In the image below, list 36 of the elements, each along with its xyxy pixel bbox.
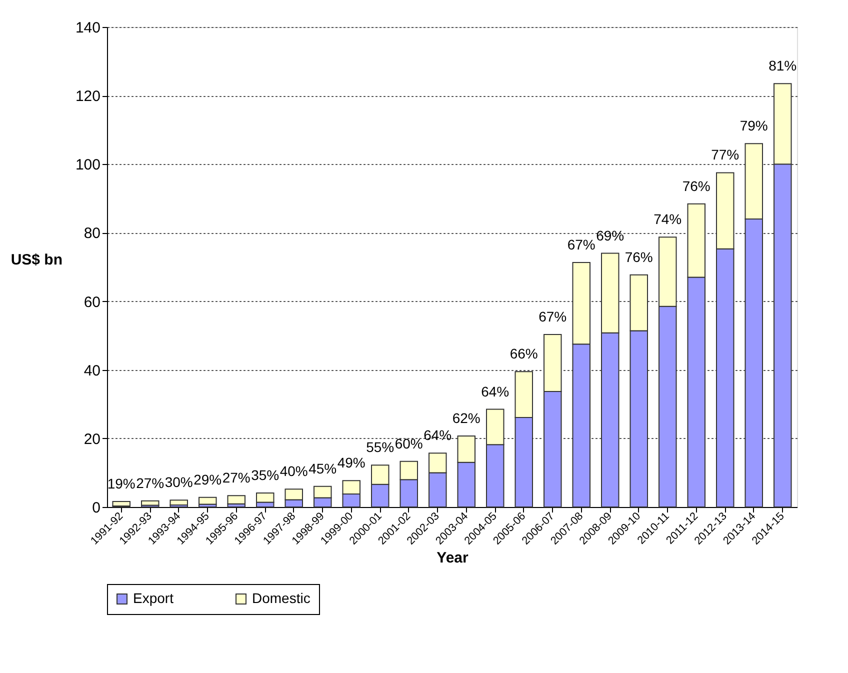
annotation: 66% bbox=[510, 346, 538, 362]
annotation: 27% bbox=[136, 474, 164, 491]
annotation: 79% bbox=[740, 118, 768, 134]
annotation: 64% bbox=[481, 383, 510, 400]
annotation: 40% bbox=[280, 463, 308, 480]
annotation: 74% bbox=[654, 211, 682, 228]
annotation: 60% bbox=[394, 435, 423, 452]
legend-label: Domestic bbox=[252, 590, 310, 606]
annotation: 76% bbox=[624, 248, 653, 265]
y-axis-title: US$ bn bbox=[10, 252, 62, 268]
annotation: 77% bbox=[711, 146, 740, 163]
annotation: 55% bbox=[366, 439, 394, 456]
x-axis-title: Year bbox=[436, 550, 469, 567]
y-tick-label: 100 bbox=[75, 156, 100, 174]
y-tick-label: 120 bbox=[75, 88, 100, 106]
annotation: 67% bbox=[567, 236, 596, 253]
y-tick-label: 0 bbox=[92, 500, 100, 516]
y-tick-label: 40 bbox=[84, 362, 100, 380]
annotation: 35% bbox=[251, 466, 280, 483]
annotation: 29% bbox=[194, 471, 222, 488]
legend-label: Export bbox=[133, 590, 174, 606]
annotation: 49% bbox=[337, 454, 366, 471]
y-tick-label: 80 bbox=[84, 225, 100, 242]
y-tick-label: 140 bbox=[75, 20, 100, 36]
y-tick-label: 20 bbox=[84, 430, 100, 448]
annotation: 64% bbox=[424, 427, 452, 444]
y-tick-label: 60 bbox=[84, 294, 100, 311]
annotation: 62% bbox=[452, 410, 480, 426]
annotation: 19% bbox=[107, 476, 136, 492]
annotation: 30% bbox=[164, 474, 193, 490]
annotation: 27% bbox=[222, 470, 250, 486]
annotation: 76% bbox=[682, 178, 710, 194]
annotation: 45% bbox=[308, 460, 337, 476]
annotation: 69% bbox=[596, 227, 624, 244]
annotation: 67% bbox=[538, 308, 567, 325]
annotation: 81% bbox=[768, 58, 797, 74]
